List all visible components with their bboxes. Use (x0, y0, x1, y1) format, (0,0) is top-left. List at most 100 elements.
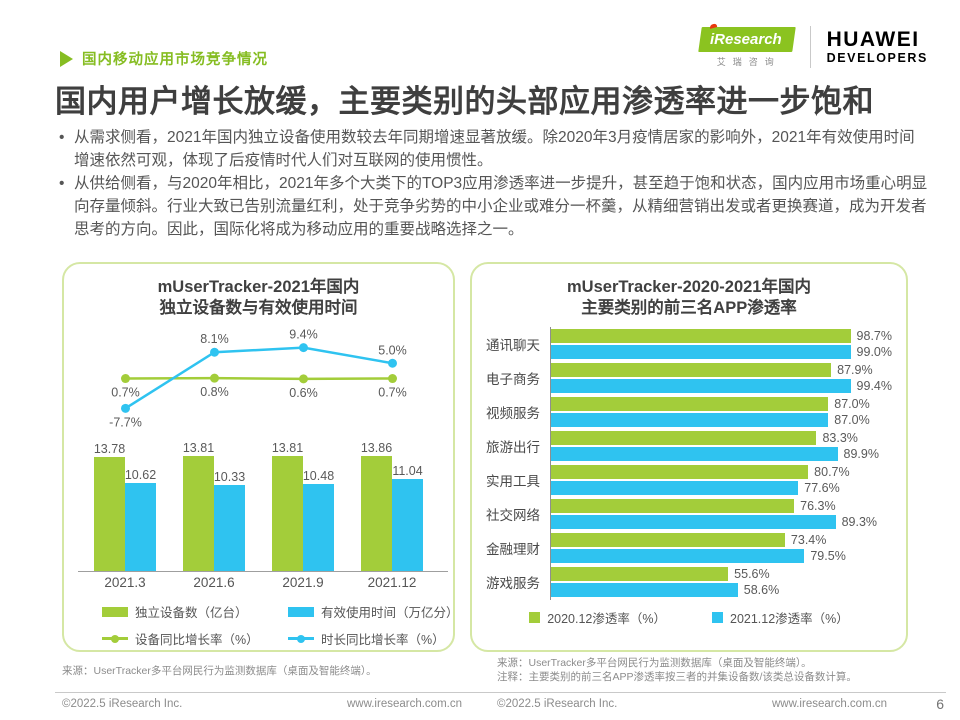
bar-value-label: 89.9% (843, 447, 879, 461)
bar (551, 481, 799, 495)
blue-bar-swatch-icon (288, 606, 314, 617)
bar (551, 397, 829, 411)
bar (392, 479, 423, 571)
hbar-chart-title-line1: mUserTracker-2020-2021年国内 (567, 278, 811, 296)
bar (551, 329, 851, 343)
hbar-chart-title-line2: 主要类别的前三名APP渗透率 (581, 299, 797, 317)
hbar-pair: 55.6% 58.6% (550, 564, 892, 600)
line-point (387, 358, 397, 368)
hbar-pair: 87.0% 87.0% (550, 394, 892, 430)
x-axis-label: 2021.3 (104, 575, 146, 590)
x-axis-label: 2021.9 (282, 575, 324, 590)
hbar-legend: 2020.12渗透率（%） 2021.12渗透率（%） (486, 608, 892, 627)
hbar-line: 80.7% (551, 465, 892, 480)
bar-column: 13.81 (272, 441, 303, 571)
line-point (209, 373, 219, 383)
hbar-line: 83.3% (551, 431, 892, 446)
legend-label: 有效使用时间（万亿分） (321, 606, 459, 620)
section-kicker: 国内移动应用市场竞争情况 (82, 52, 268, 68)
legend-item-device-growth-line: 设备同比增长率（%） (102, 629, 288, 648)
summary-bullets: 从需求侧看，2021年国内独立设备使用数较去年同期增速显著放缓。除2020年3月… (57, 126, 929, 241)
hbar-note-line: 注释：主要类别的前三名APP渗透率按三者的并集设备数/该类总设备数计算。 (497, 671, 857, 683)
hbar-line: 99.0% (551, 345, 892, 360)
combo-chart-card: mUserTracker-2021年国内 独立设备数与有效使用时间 0.7% 0.… (62, 262, 459, 652)
legend-item-time-bar: 有效使用时间（万亿分） (288, 602, 459, 621)
legend-label: 2021.12渗透率（%） (730, 612, 849, 626)
legend-label: 2020.12渗透率（%） (547, 612, 666, 626)
bar-column: 10.62 (125, 468, 156, 571)
bar-value-label: 99.4% (856, 379, 892, 393)
page-number: 6 (936, 696, 944, 712)
bar-value-label: 13.78 (93, 441, 126, 456)
hbar-line: 58.6% (551, 583, 892, 598)
hbar-row: 实用工具 80.7% 77.6% (486, 462, 892, 498)
hbar-line: 76.3% (551, 499, 892, 514)
legend-label: 时长同比增长率（%） (321, 633, 445, 647)
hbar-line: 73.4% (551, 533, 892, 548)
iresearch-logo: iResearch 艾瑞咨询 (698, 22, 796, 68)
combo-chart-title-line1: mUserTracker-2021年国内 (157, 278, 360, 296)
section-kicker-row: 国内移动应用市场竞争情况 (60, 48, 268, 69)
bar-group: 13.86 11.04 (348, 439, 437, 571)
iresearch-red-accent-icon (709, 22, 717, 29)
hbar-source-line: 来源：UserTracker多平台网民行为监测数据库（桌面及智能终端）。 (497, 657, 812, 669)
hbar-line: 89.3% (551, 515, 892, 530)
hbar-pair: 76.3% 89.3% (550, 496, 892, 532)
legend-item-2020: 2020.12渗透率（%） (529, 608, 666, 627)
copyright-text: ©2022.5 iResearch Inc. (497, 698, 618, 710)
bar-column: 10.48 (303, 469, 334, 571)
hbar-pair: 80.7% 77.6% (550, 462, 892, 498)
bar (551, 499, 795, 513)
charts-row: mUserTracker-2021年国内 独立设备数与有效使用时间 0.7% 0.… (62, 262, 908, 652)
category-label: 游戏服务 (486, 576, 540, 591)
hbar-pair: 73.4% 79.5% (550, 530, 892, 566)
green-bar-swatch-icon (102, 606, 128, 617)
brand-logos: iResearch 艾瑞咨询 HUAWEI DEVELOPERS (698, 22, 928, 68)
line-value-label: 8.1% (200, 332, 229, 346)
logo-divider (809, 26, 811, 68)
bullet-text: 从需求侧看，2021年国内独立设备使用数较去年同期增速显著放缓。除2020年3月… (74, 129, 915, 169)
line-value-label: -7.7% (109, 415, 142, 429)
footer-right: ©2022.5 iResearch Inc. www.iresearch.com… (497, 698, 887, 710)
line-value-label: 0.7% (111, 386, 140, 400)
bar-group: 13.81 10.33 (170, 439, 259, 571)
bar (551, 567, 729, 581)
line-point (209, 347, 219, 357)
bar (551, 583, 738, 597)
bar (551, 515, 836, 529)
combo-bars-area: 13.78 10.62 13.81 10.33 13.81 10.48 13.86 11.04 (81, 439, 437, 571)
category-label: 视频服务 (486, 406, 540, 421)
combo-chart-title-line2: 独立设备数与有效使用时间 (159, 299, 358, 317)
line-value-label: 0.6% (289, 386, 318, 400)
legend-label: 设备同比增长率（%） (135, 633, 259, 647)
legend-label: 独立设备数（亿台） (135, 606, 248, 620)
category-label: 社交网络 (486, 508, 540, 523)
x-axis-label: 2021.12 (367, 575, 417, 590)
bar-value-label: 80.7% (814, 465, 850, 479)
hbar-row: 游戏服务 55.6% 58.6% (486, 564, 892, 600)
bar-value-label: 10.33 (213, 470, 246, 485)
bar-value-label: 11.04 (392, 464, 423, 479)
bar (551, 431, 817, 445)
bar-value-label: 13.86 (360, 441, 393, 455)
line-point (120, 403, 130, 413)
growth-line-blue (124, 346, 393, 410)
bar (125, 482, 156, 571)
copyright-text: ©2022.5 iResearch Inc. (62, 698, 183, 710)
hbar-row: 社交网络 76.3% 89.3% (486, 496, 892, 532)
green-square-swatch-icon (529, 612, 541, 623)
website-link: www.iresearch.com.cn (346, 698, 462, 710)
bar-column: 13.78 (94, 442, 125, 571)
hbar-pair: 98.7% 99.0% (550, 326, 892, 362)
bar-value-label: 98.7% (856, 329, 892, 343)
bar-value-label: 89.3% (841, 515, 878, 529)
x-axis-label: 2021.6 (193, 575, 235, 590)
footer-left: ©2022.5 iResearch Inc. www.iresearch.com… (62, 698, 462, 710)
hbar-line: 89.9% (551, 447, 892, 462)
hbar-line: 77.6% (551, 481, 892, 496)
legend-item-2021: 2021.12渗透率（%） (712, 608, 849, 627)
bar (272, 456, 303, 571)
hbar-pair: 83.3% 89.9% (550, 428, 892, 464)
bar-column: 10.33 (214, 470, 245, 571)
legend-item-device-bar: 独立设备数（亿台） (102, 602, 288, 621)
